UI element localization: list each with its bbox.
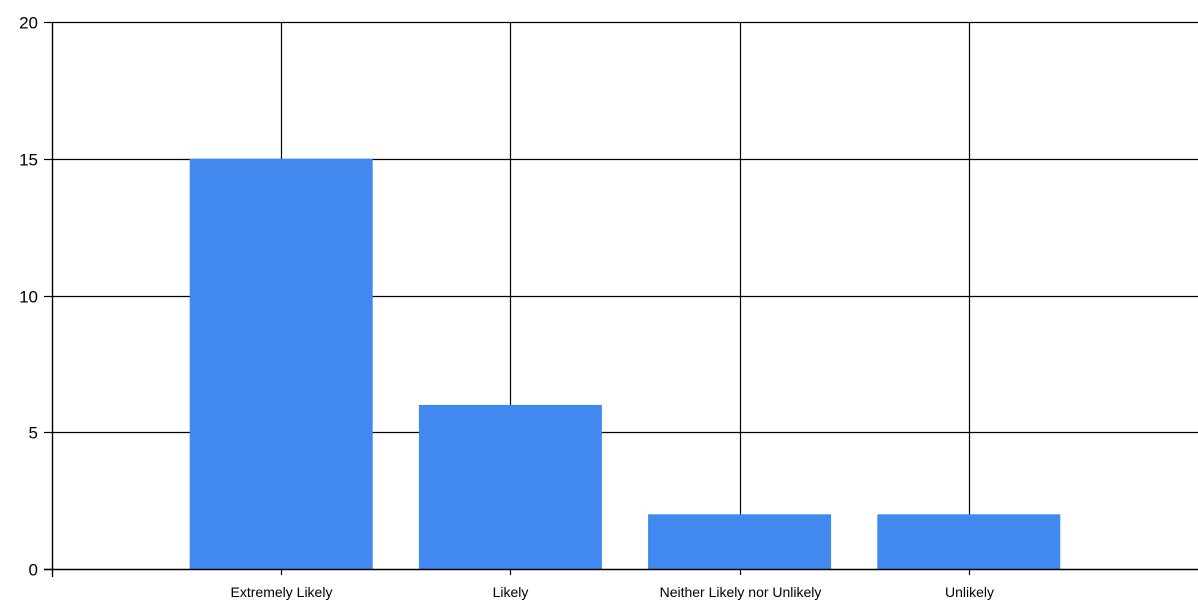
tick-labels: 0 5 10 15 20 Extremely Likely Likely Neither Li…: [19, 14, 994, 601]
bar: [418, 404, 602, 569]
x-tick-label: Neither Likely nor Unlikely: [660, 584, 822, 600]
x-tick-label: Likely: [493, 584, 529, 600]
bar: [877, 514, 1061, 569]
y-tick-label: 0: [29, 561, 38, 580]
y-tick-label: 20: [19, 14, 38, 33]
bar: [648, 514, 832, 569]
x-tick-label: Unlikely: [945, 584, 994, 600]
y-tick-label: 10: [19, 288, 38, 307]
bar-series: [189, 158, 1061, 569]
bar: [189, 158, 373, 569]
x-tick-label: Extremely Likely: [231, 584, 333, 600]
axes: [44, 21, 1198, 577]
y-tick-label: 15: [19, 151, 38, 170]
y-tick-label: 5: [29, 424, 38, 443]
